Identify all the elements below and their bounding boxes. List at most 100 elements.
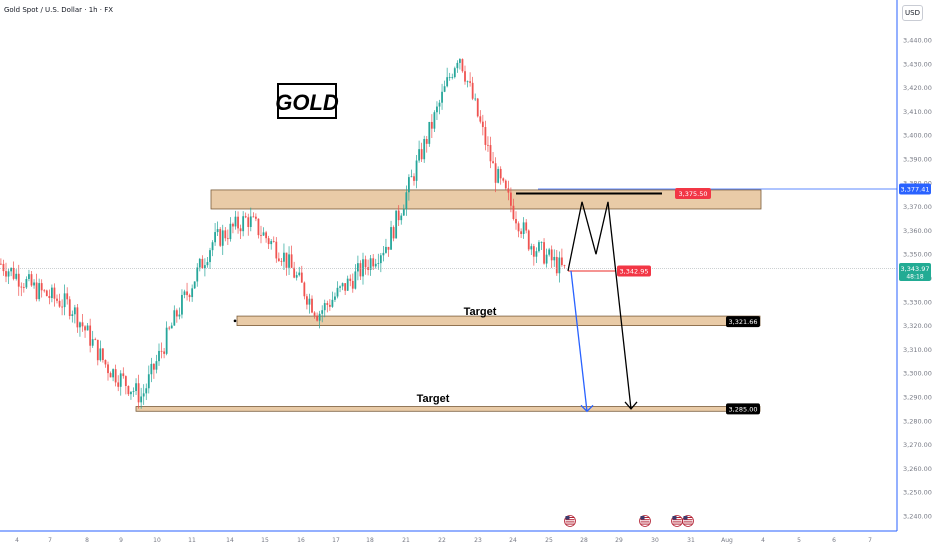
candle-body: [112, 369, 114, 378]
candle-body: [540, 242, 543, 243]
candle-body: [344, 283, 347, 291]
candle-body: [288, 254, 290, 268]
candle-body: [117, 382, 120, 387]
candle-body: [311, 298, 313, 313]
candle-body: [497, 168, 500, 183]
candle-body: [237, 216, 239, 229]
us-flag-icon[interactable]: [639, 515, 651, 527]
candle-body: [242, 216, 245, 232]
candle-body: [446, 77, 449, 87]
us-flag-icon[interactable]: [682, 515, 694, 527]
price-label-bg: [726, 316, 760, 328]
candle-body: [290, 254, 293, 268]
candle-body: [331, 299, 334, 307]
x-tick-label: 17: [332, 537, 340, 544]
candle-body: [387, 246, 390, 250]
projection-arrowhead-black: [624, 401, 638, 410]
x-tick-label: 8: [85, 537, 89, 544]
candle-body: [109, 373, 112, 378]
candle-body: [140, 396, 143, 403]
candle-body: [464, 71, 466, 82]
candle-body: [548, 249, 551, 255]
candle-body: [196, 267, 199, 282]
candle-body: [135, 383, 137, 392]
candle-body: [436, 106, 438, 113]
chart-title: GOLD: [275, 90, 339, 115]
y-tick-label: 3,330.00: [903, 298, 932, 306]
candle-body: [178, 314, 181, 317]
candle-body: [7, 271, 10, 277]
candle-body: [339, 286, 341, 288]
candle-body: [479, 116, 482, 122]
candle-body: [247, 217, 250, 227]
candle-body: [425, 139, 428, 144]
x-tick-label: 15: [261, 537, 269, 544]
symbol-title[interactable]: Gold Spot / U.S. Dollar · 1h · FX: [4, 6, 114, 14]
candle-body: [35, 282, 38, 300]
candle-body: [53, 287, 56, 299]
candle-body: [17, 273, 20, 287]
candle-body: [43, 290, 46, 292]
candle-body: [504, 180, 507, 189]
candle-body: [20, 286, 23, 288]
candle-body: [481, 121, 484, 128]
candle-body: [2, 263, 5, 272]
candle-body: [277, 258, 280, 261]
y-tick-label: 3,440.00: [903, 37, 932, 45]
candle-body: [114, 369, 117, 383]
currency-button[interactable]: USD: [902, 5, 923, 21]
candle-body: [512, 205, 515, 219]
candle-body: [252, 216, 255, 218]
price-label: 3,342.95: [620, 267, 649, 275]
us-flag-icon[interactable]: [564, 515, 576, 527]
candle-body: [303, 282, 306, 297]
candle-body: [517, 223, 520, 232]
candle-body: [392, 227, 395, 239]
candle-body: [211, 242, 214, 251]
candle-body: [535, 251, 538, 257]
candle-body: [558, 257, 561, 274]
candle-body: [124, 376, 127, 387]
candle-body: [372, 258, 375, 267]
candle-body: [420, 149, 423, 160]
x-tick-label: Aug: [721, 537, 733, 544]
candle-body: [397, 210, 400, 221]
price-label-bg: [617, 265, 651, 277]
candle-body: [260, 235, 262, 236]
candle-body: [441, 91, 443, 103]
candle-body: [499, 168, 502, 179]
candle-body: [405, 192, 408, 210]
candle-body: [300, 272, 303, 283]
candle-body: [354, 271, 357, 289]
y-tick-label: 3,270.00: [903, 441, 932, 449]
candle-body: [341, 283, 344, 287]
candle-body: [99, 348, 102, 361]
candle-body: [283, 252, 285, 262]
candle-body: [155, 361, 158, 370]
candle-body: [362, 259, 364, 277]
candle-body: [323, 303, 326, 311]
y-tick-label: 3,430.00: [903, 60, 932, 68]
zone-resistance: [210, 189, 762, 210]
candle-body: [107, 364, 109, 374]
us-flag-icon[interactable]: [671, 515, 683, 527]
candle-body: [318, 313, 321, 321]
candle-body: [451, 77, 454, 78]
target-annotation: Target: [417, 393, 450, 405]
candle-body: [351, 280, 354, 289]
y-tick-label: 3,350.00: [903, 251, 932, 259]
candle-body: [234, 216, 237, 227]
candle-body: [158, 350, 160, 362]
price-label: 3,375.50: [679, 190, 708, 198]
candle-body: [153, 363, 155, 370]
x-tick-label: 31: [687, 537, 695, 544]
projection-path-blue: [570, 270, 588, 412]
candle-body: [147, 374, 150, 389]
candle-body: [476, 98, 479, 117]
candle-body: [206, 262, 209, 266]
price-label-bg: [899, 263, 931, 282]
candle-body: [563, 265, 566, 266]
candle-body: [520, 231, 522, 234]
